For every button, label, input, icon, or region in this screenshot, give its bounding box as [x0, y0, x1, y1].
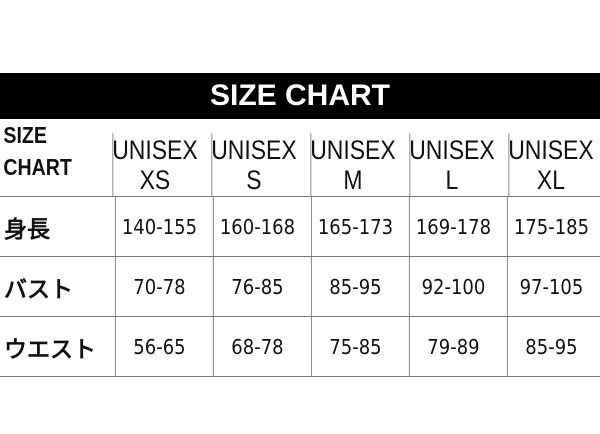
- table-row-bust: バスト 70-78 76-85 85-95 92-100 97-105: [0, 257, 600, 317]
- table-cell: 70-78: [114, 257, 203, 316]
- corner-line1: SIZE: [3, 122, 47, 148]
- row-label: ウエスト: [4, 336, 96, 363]
- row-label: 身長: [4, 216, 50, 243]
- size-chart-title: SIZE CHART: [0, 73, 600, 119]
- col-line2: S: [246, 164, 262, 195]
- col-line1: UNISEX: [112, 134, 198, 165]
- header-row: SIZE CHART UNISEX XS UNISEX S UNISEX M UNIS…: [0, 119, 600, 197]
- table-cell: 169-178: [408, 197, 497, 256]
- corner-header: SIZE CHART: [0, 119, 89, 196]
- table-row-height: 身長 140-155 160-168 165-173 169-178 175-1…: [0, 197, 600, 257]
- col-line2: L: [445, 164, 459, 195]
- column-header-l: UNISEX L: [409, 133, 495, 196]
- corner-line2: CHART: [3, 154, 72, 180]
- table-cell: 160-168: [212, 197, 301, 256]
- col-line1: UNISEX: [508, 134, 594, 165]
- table-cell: 175-185: [506, 197, 595, 256]
- table-cell: 97-105: [506, 257, 595, 316]
- table-cell: 85-95: [310, 257, 399, 316]
- table-cell: 92-100: [408, 257, 497, 316]
- table-cell: 68-78: [212, 317, 301, 376]
- column-header-xs: UNISEX XS: [112, 133, 198, 196]
- table-cell: 85-95: [506, 317, 595, 376]
- table-cell: 56-65: [114, 317, 203, 376]
- col-line2: M: [343, 164, 363, 195]
- table-cell: 79-89: [408, 317, 497, 376]
- size-table: SIZE CHART UNISEX XS UNISEX S UNISEX M UNIS…: [0, 119, 600, 377]
- table-cell: 76-85: [212, 257, 301, 316]
- table-cell: 165-173: [310, 197, 399, 256]
- col-line2: XL: [536, 164, 565, 195]
- col-line1: UNISEX: [310, 134, 396, 165]
- col-line1: UNISEX: [211, 134, 297, 165]
- table-cell: 75-85: [310, 317, 399, 376]
- col-line1: UNISEX: [409, 134, 495, 165]
- column-header-xl: UNISEX XL: [508, 133, 594, 196]
- column-header-s: UNISEX S: [211, 133, 297, 196]
- col-line2: XS: [139, 164, 171, 195]
- column-header-m: UNISEX M: [310, 133, 396, 196]
- row-label: バスト: [4, 276, 73, 303]
- table-row-waist: ウエスト 56-65 68-78 75-85 79-89 85-95: [0, 317, 600, 377]
- table-cell: 140-155: [114, 197, 203, 256]
